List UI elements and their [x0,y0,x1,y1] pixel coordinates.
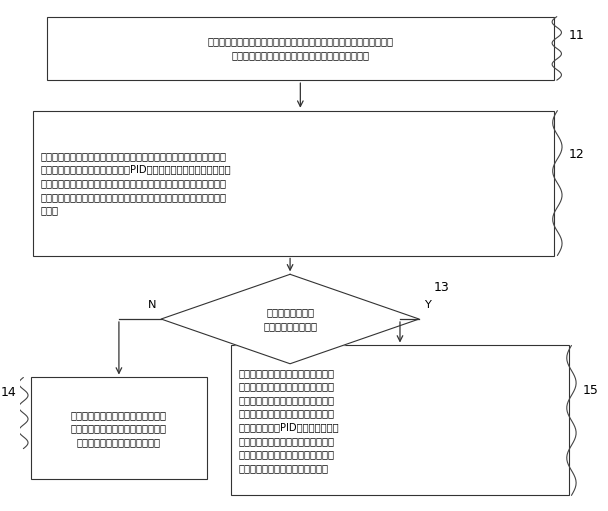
Text: 13: 13 [434,281,449,294]
FancyBboxPatch shape [232,345,568,495]
FancyBboxPatch shape [31,378,207,479]
Text: 14: 14 [1,386,16,399]
Polygon shape [161,274,419,364]
FancyBboxPatch shape [47,17,554,80]
Text: 执行第二控制：获取空调蒸发器的实
时盘管温度和盘管目标温度，计算实
时盘管温度与盘管目标温度之间的温
差，作为实时盘管温差，根据实时盘
管温差进行盘温PID运算: 执行第二控制：获取空调蒸发器的实 时盘管温度和盘管目标温度，计算实 时盘管温度与… [238,368,339,473]
Text: 实时室内环境温度
小于设定舒适温度？: 实时室内环境温度 小于设定舒适温度？ [263,307,317,331]
Text: 计算实时室内环境温度与设定室内目标温度之间的温差，作为实时室内
温差，根据实时室内温差进行室温PID运算，获得第一频率；根据已知
的距离与风速的对应关系获取与实: 计算实时室内环境温度与设定室内目标温度之间的温差，作为实时室内 温差，根据实时室… [40,151,231,215]
Text: N: N [148,300,157,310]
Text: 15: 15 [583,384,599,397]
Text: Y: Y [424,300,431,310]
FancyBboxPatch shape [33,111,554,256]
Text: 执行第一控制：选择第一频率与第二
频率中的较小值作为目标频率，根据
目标频率控制空调的压缩机运行: 执行第一控制：选择第一频率与第二 频率中的较小值作为目标频率，根据 目标频率控制… [71,410,167,447]
Text: 11: 11 [568,29,584,42]
Text: 12: 12 [569,148,585,160]
Text: 空调制冷运行，获取实时室内环境温度、设定室内目标温度，实时检测
空调所在室内的热源并确定热源与空调间的实时距离: 空调制冷运行，获取实时室内环境温度、设定室内目标温度，实时检测 空调所在室内的热… [207,37,393,60]
